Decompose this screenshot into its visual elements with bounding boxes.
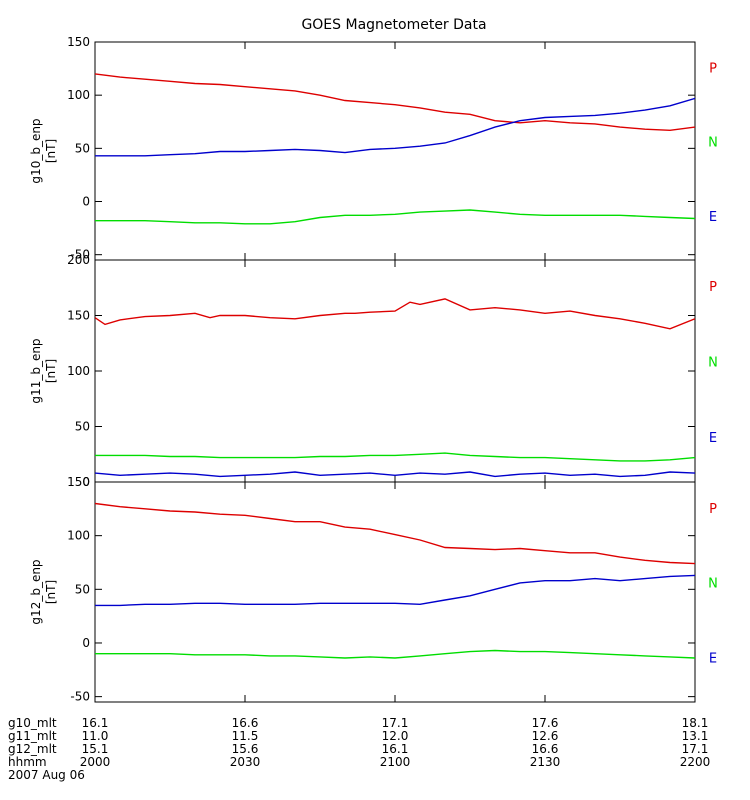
legend-label-P: P — [709, 502, 717, 517]
panel-frame — [94, 259, 696, 483]
footer-row-label: g10_mlt — [8, 716, 57, 730]
footer-row-value: 16.6 — [532, 742, 559, 756]
date-label: 2007 Aug 06 — [8, 768, 85, 782]
series-line-N — [95, 452, 695, 462]
y-tick-label: 200 — [67, 253, 90, 267]
y-tick-label: 150 — [67, 309, 90, 323]
footer-row-value: 2130 — [530, 755, 561, 769]
footer-row-value: 17.1 — [382, 716, 409, 730]
series-line-N — [95, 649, 695, 659]
y-axis-units: [nT] — [44, 580, 58, 604]
panel-g11: 200 150 100 50 0 g11_b_enp [nT] P N E — [29, 253, 718, 489]
y-tick-label: 50 — [75, 420, 90, 434]
y-tick-label: 50 — [75, 141, 90, 155]
y-axis-label: g10_b_enp — [29, 118, 43, 183]
y-tick-label: 100 — [67, 364, 90, 378]
footer-row-value: 13.1 — [682, 729, 709, 743]
footer-row-value: 15.1 — [82, 742, 109, 756]
y-axis-label: g11_b_enp — [29, 338, 43, 403]
legend-label-N: N — [708, 136, 718, 151]
y-tick-label: 50 — [75, 582, 90, 596]
series-line-P — [95, 73, 695, 132]
series-line-E — [95, 574, 695, 607]
footer-row-value: 2100 — [380, 755, 411, 769]
y-tick-label: -50 — [70, 248, 90, 262]
panel-g12: 150 100 50 0 -50 g12_b_enp [nT] P N E — [29, 475, 718, 704]
legend-label-P: P — [709, 280, 717, 295]
footer-row-value: 16.1 — [82, 716, 109, 730]
footer-row-label: g12_mlt — [8, 742, 57, 756]
y-axis-units: [nT] — [44, 139, 58, 163]
footer-row-value: 12.0 — [382, 729, 409, 743]
footer-row-value: 17.1 — [682, 742, 709, 756]
y-tick-label: -50 — [70, 690, 90, 704]
footer-row-value: 2200 — [680, 755, 711, 769]
y-tick-label: 100 — [67, 529, 90, 543]
y-tick-label: 0 — [82, 475, 90, 489]
legend-label-E: E — [709, 651, 717, 666]
footer-row-label: g11_mlt — [8, 729, 57, 743]
panel-frame — [94, 481, 696, 703]
footer-row-value: 18.1 — [682, 716, 709, 730]
footer-row-label: hhmm — [8, 755, 47, 769]
legend-label-E: E — [709, 210, 717, 225]
y-tick-label: 150 — [67, 475, 90, 489]
y-tick-label: 150 — [67, 35, 90, 49]
footer-row-value: 16.1 — [382, 742, 409, 756]
y-axis-label: g12_b_enp — [29, 559, 43, 624]
footer-row-value: 12.6 — [532, 729, 559, 743]
footer-row-value: 15.6 — [232, 742, 259, 756]
x-axis-footer: g10_mlt 16.1 16.6 17.1 17.6 18.1 g11_mlt 11.0 11… — [8, 716, 710, 782]
y-tick-label: 0 — [82, 636, 90, 650]
y-tick-label: 100 — [67, 88, 90, 102]
legend-label-N: N — [708, 577, 718, 592]
footer-row-value: 2030 — [230, 755, 261, 769]
y-tick-label: 0 — [82, 195, 90, 209]
footer-row-value: 17.6 — [532, 716, 559, 730]
series-line-E — [95, 471, 695, 478]
legend-label-P: P — [709, 62, 717, 77]
chart-title: GOES Magnetometer Data — [301, 17, 486, 33]
footer-row-value: 2000 — [80, 755, 111, 769]
panel-g10: 150 100 50 0 -50 g10_b_enp [nT] P N E — [29, 35, 718, 262]
series-line-E — [95, 97, 695, 157]
y-axis-units: [nT] — [44, 359, 58, 383]
footer-row-value: 11.0 — [82, 729, 109, 743]
panel-frame — [94, 41, 696, 261]
series-line-P — [95, 502, 695, 565]
series-line-P — [95, 298, 695, 330]
footer-row-value: 11.5 — [232, 729, 259, 743]
footer-row-value: 16.6 — [232, 716, 259, 730]
series-line-N — [95, 209, 695, 225]
legend-label-N: N — [708, 356, 718, 371]
legend-label-E: E — [709, 431, 717, 446]
